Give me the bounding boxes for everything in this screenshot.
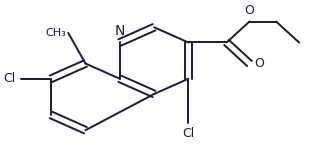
Text: Cl: Cl — [182, 127, 195, 140]
Text: O: O — [254, 57, 264, 70]
Text: N: N — [114, 24, 125, 38]
Text: O: O — [244, 4, 255, 17]
Text: CH₃: CH₃ — [46, 28, 66, 38]
Text: Cl: Cl — [3, 72, 16, 85]
